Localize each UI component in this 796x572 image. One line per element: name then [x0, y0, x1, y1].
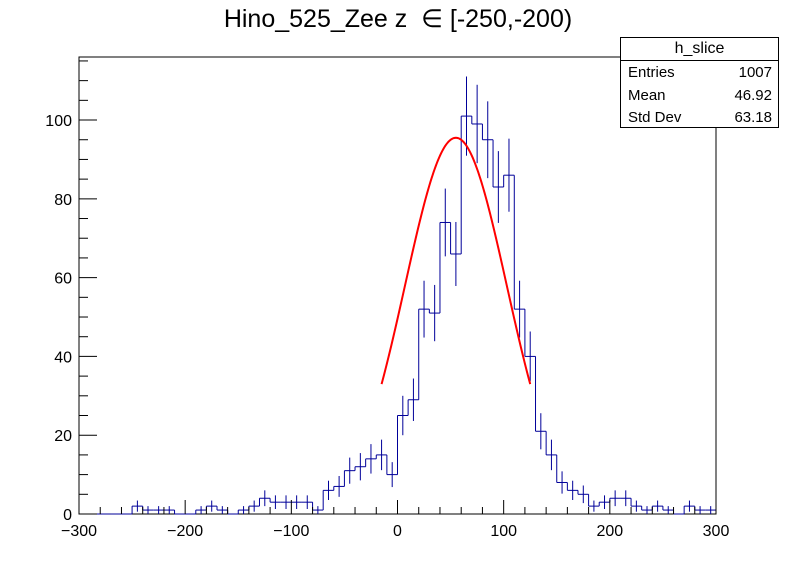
y-tick-label: 40	[54, 349, 72, 366]
fit-curve-group	[380, 136, 532, 385]
stats-label: Mean	[628, 86, 666, 104]
x-tick-label: 100	[490, 523, 517, 540]
stats-row-stddev: Std Dev 63.18	[621, 106, 778, 129]
stats-value: 46.92	[734, 86, 772, 104]
x-tick-label: −300	[61, 523, 97, 540]
x-tick-label: 200	[596, 523, 623, 540]
tick-labels: −300 −200 −100 0 100 200 300 0 20 40 60 80 100	[45, 113, 729, 540]
y-tick-label: 100	[45, 113, 72, 130]
stats-value: 63.18	[734, 109, 772, 126]
stats-value: 1007	[738, 64, 772, 81]
y-tick-label: 20	[54, 428, 72, 445]
stats-row-entries: Entries 1007	[621, 61, 778, 84]
axis-ticks	[78, 60, 717, 515]
x-tick-label: 300	[703, 523, 730, 540]
x-tick-label: 0	[393, 523, 402, 540]
error-bars	[136, 76, 712, 514]
x-tick-label: −100	[273, 523, 309, 540]
histogram-bins	[79, 115, 717, 515]
stats-row-mean: Mean 46.92	[621, 84, 778, 107]
y-tick-label: 0	[63, 507, 72, 524]
y-tick-label: 60	[54, 271, 72, 288]
stats-box: h_slice Entries 1007 Mean 46.92 Std Dev …	[620, 37, 779, 128]
stats-label: Std Dev	[628, 109, 682, 126]
x-tick-label: −200	[167, 523, 203, 540]
stats-name: h_slice	[621, 38, 778, 61]
y-tick-label: 80	[54, 192, 72, 209]
fit-curve	[380, 136, 532, 385]
stats-label: Entries	[628, 64, 675, 81]
chart-title: Hino_525_Zee z ∈ [-250,-200)	[223, 5, 573, 33]
